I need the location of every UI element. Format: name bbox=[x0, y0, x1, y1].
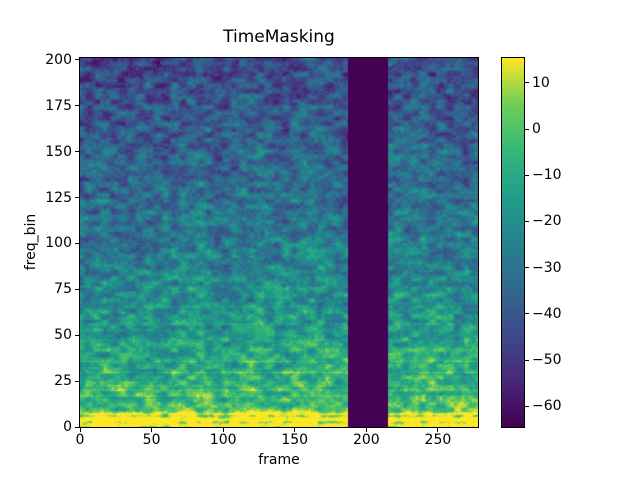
colorbar-tick-mark bbox=[525, 359, 529, 361]
colorbar-tick-mark bbox=[525, 174, 529, 176]
y-tick-mark bbox=[75, 334, 79, 336]
x-tick-mark bbox=[365, 428, 367, 432]
colorbar-tick-mark bbox=[525, 82, 529, 84]
y-tick-label: 175 bbox=[45, 97, 72, 114]
x-tick-label: 150 bbox=[281, 432, 309, 448]
colorbar-tick-label: −40 bbox=[532, 305, 562, 322]
colorbar-tick-label: −60 bbox=[532, 398, 562, 415]
colorbar-tick-label: −10 bbox=[532, 167, 562, 184]
y-tick-mark bbox=[75, 59, 79, 61]
x-tick-label: 250 bbox=[424, 432, 452, 448]
y-tick-mark bbox=[75, 288, 79, 290]
y-tick-mark bbox=[75, 242, 79, 244]
x-tick-mark bbox=[294, 428, 296, 432]
x-tick-mark bbox=[151, 428, 153, 432]
y-tick-label: 100 bbox=[45, 235, 72, 252]
y-tick-label: 50 bbox=[54, 327, 72, 344]
colorbar-tick-mark bbox=[525, 220, 529, 222]
spectrogram-heatmap bbox=[80, 58, 478, 427]
colorbar-tick-label: −30 bbox=[532, 259, 562, 276]
y-tick-mark bbox=[75, 151, 79, 153]
y-tick-label: 25 bbox=[54, 373, 72, 390]
y-tick-label: 75 bbox=[54, 281, 72, 298]
colorbar-gradient bbox=[502, 58, 524, 427]
x-tick-label: 0 bbox=[75, 432, 85, 448]
x-tick-mark bbox=[222, 428, 224, 432]
y-tick-label: 150 bbox=[45, 143, 72, 160]
x-tick-label: 200 bbox=[352, 432, 380, 448]
y-tick-label: 0 bbox=[63, 419, 72, 435]
y-tick-mark bbox=[75, 105, 79, 107]
x-tick-label: 100 bbox=[209, 432, 237, 448]
colorbar-tick-mark bbox=[525, 267, 529, 269]
x-axis-label: frame bbox=[258, 452, 300, 468]
colorbar-tick-mark bbox=[525, 405, 529, 407]
colorbar-tick-label: 10 bbox=[532, 74, 550, 91]
x-tick-mark bbox=[437, 428, 439, 432]
y-tick-label: 200 bbox=[45, 51, 72, 68]
y-tick-mark bbox=[75, 426, 79, 428]
x-tick-mark bbox=[79, 428, 81, 432]
colorbar-tick-label: −20 bbox=[532, 213, 562, 230]
colorbar-tick-mark bbox=[525, 128, 529, 130]
chart-title: TimeMasking bbox=[223, 27, 335, 47]
y-tick-label: 125 bbox=[45, 189, 72, 206]
colorbar-tick-label: 0 bbox=[532, 121, 541, 138]
colorbar-tick-label: −50 bbox=[532, 352, 562, 369]
y-tick-mark bbox=[75, 197, 79, 199]
colorbar-tick-mark bbox=[525, 313, 529, 315]
y-tick-mark bbox=[75, 380, 79, 382]
y-axis-label: freq_bin bbox=[23, 213, 39, 271]
x-tick-label: 50 bbox=[142, 432, 161, 448]
